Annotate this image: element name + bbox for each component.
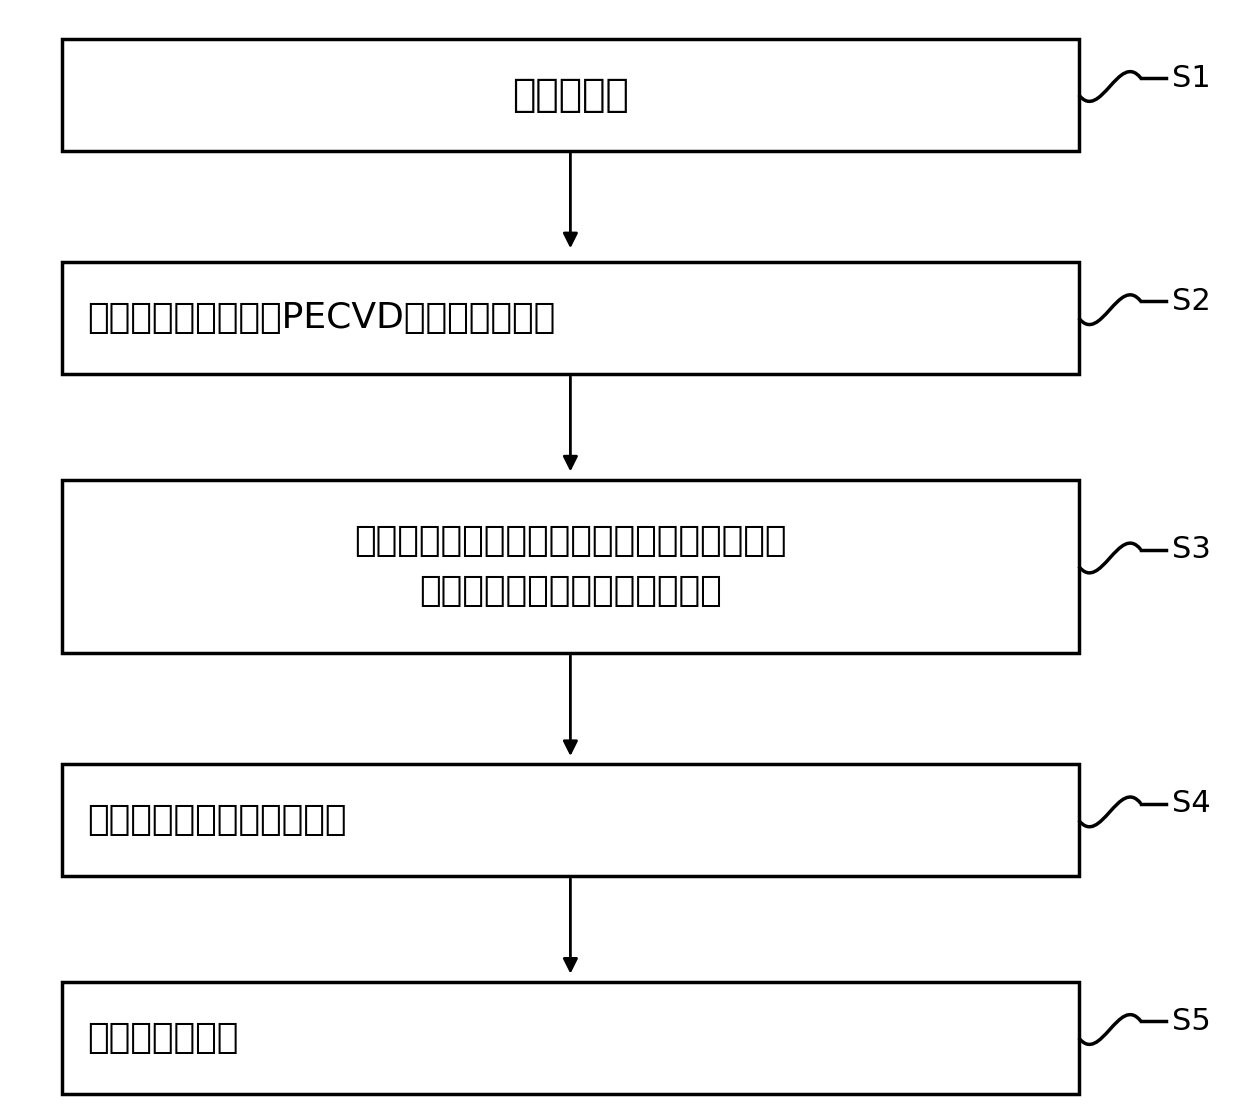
Text: 提供一硅片: 提供一硅片 xyxy=(512,76,629,114)
Text: S4: S4 xyxy=(1172,789,1210,818)
Text: 采用含氢材料和含氧材料电离得到的等离子体
轰击氧化铝层，形成混合钝化层: 采用含氢材料和含氧材料电离得到的等离子体 轰击氧化铝层，形成混合钝化层 xyxy=(355,525,786,608)
FancyBboxPatch shape xyxy=(62,480,1079,653)
Text: S5: S5 xyxy=(1172,1007,1210,1036)
FancyBboxPatch shape xyxy=(62,764,1079,876)
Text: S3: S3 xyxy=(1172,536,1210,564)
Text: 将硅片进行退火: 将硅片进行退火 xyxy=(87,1021,238,1055)
FancyBboxPatch shape xyxy=(62,982,1079,1094)
Text: 在所述硅片背面采用PECVD法生长氧化铝层: 在所述硅片背面采用PECVD法生长氧化铝层 xyxy=(87,301,556,335)
FancyBboxPatch shape xyxy=(62,262,1079,374)
Text: S2: S2 xyxy=(1172,287,1210,316)
Text: S1: S1 xyxy=(1172,64,1210,93)
Text: 在混合钝化层上生长钝化层: 在混合钝化层上生长钝化层 xyxy=(87,804,346,837)
FancyBboxPatch shape xyxy=(62,39,1079,151)
